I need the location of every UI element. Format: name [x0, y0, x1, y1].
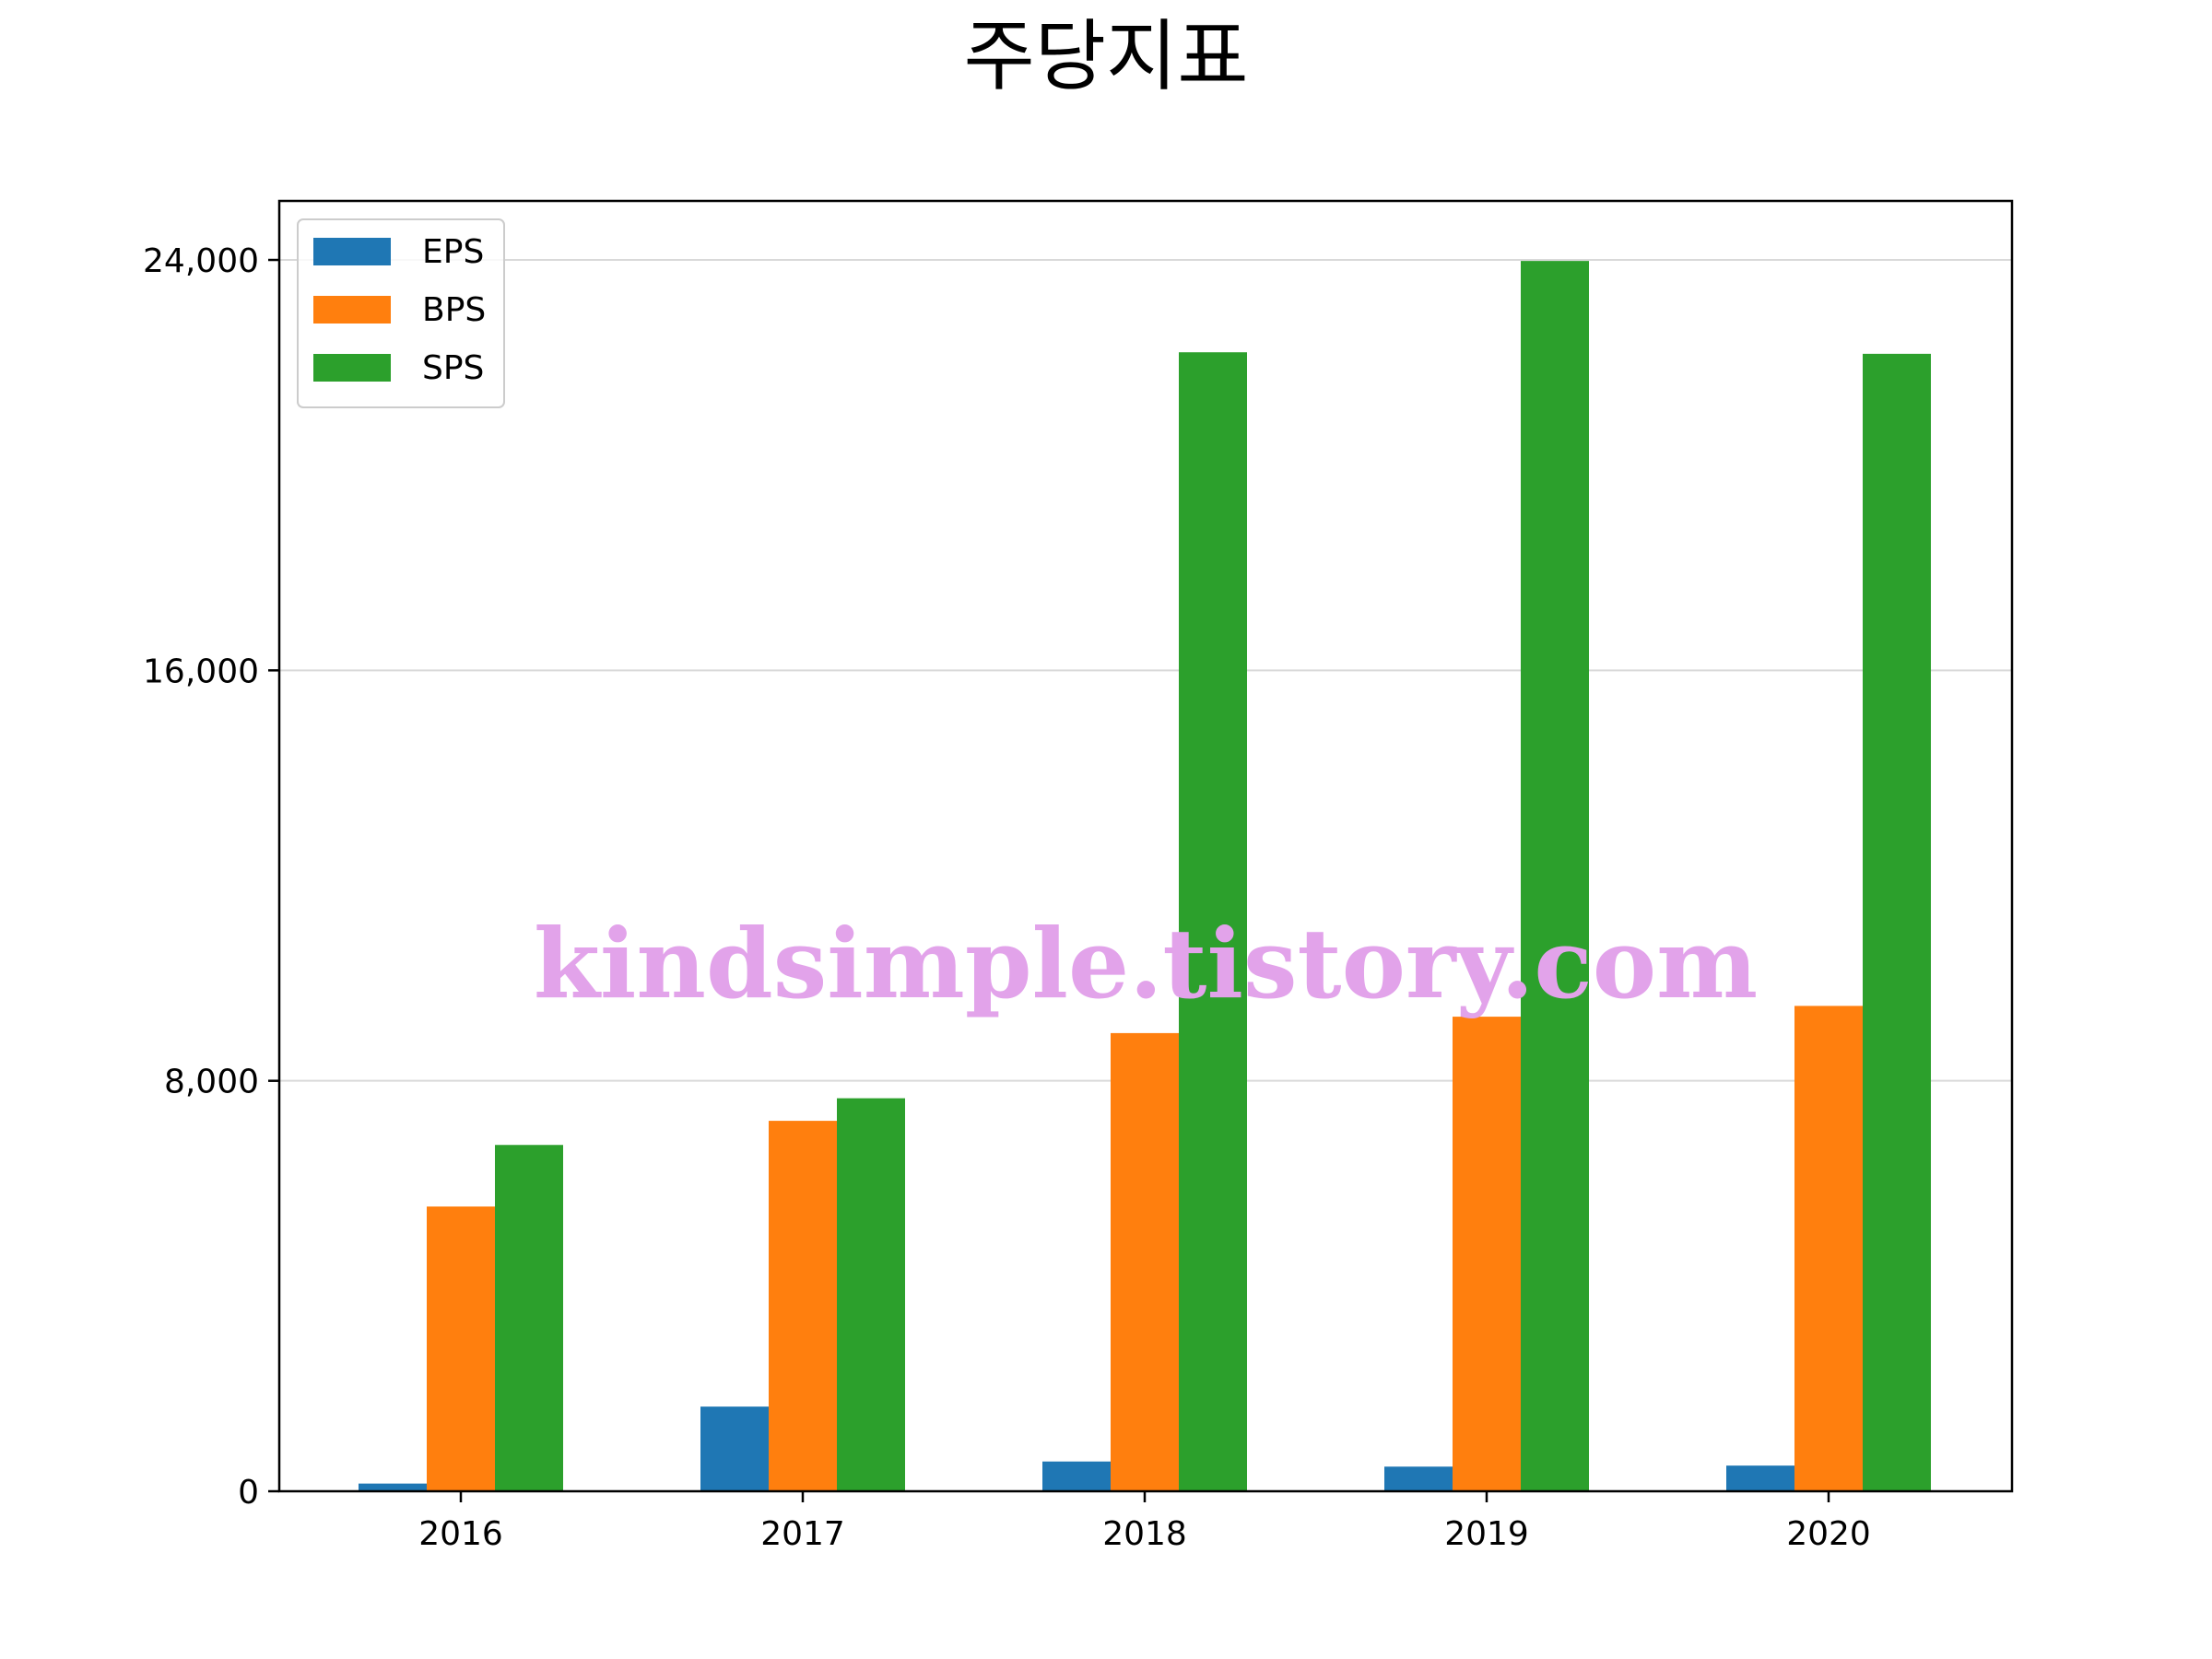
chart-title: 주당지표 [963, 11, 1248, 101]
bar-sps-2017 [837, 1098, 905, 1491]
bar-eps-2017 [700, 1406, 769, 1491]
legend: EPS BPS SPS [297, 218, 505, 408]
y-tick-label: 0 [238, 1474, 259, 1512]
legend-swatch-eps [313, 238, 391, 265]
bar-sps-2016 [495, 1145, 563, 1491]
legend-swatch-bps [313, 296, 391, 324]
bar-bps-2020 [1794, 1006, 1863, 1491]
x-axis: 2016 2017 2018 2019 2020 [418, 1491, 1871, 1553]
bar-eps-2019 [1384, 1466, 1453, 1491]
y-axis: 0 8,000 16,000 24,000 [143, 242, 279, 1512]
bar-bps-2019 [1453, 1017, 1521, 1491]
bar-bps-2018 [1111, 1032, 1179, 1491]
bar-eps-2016 [359, 1483, 427, 1491]
legend-label-sps: SPS [422, 349, 484, 387]
bar-bps-2017 [769, 1121, 837, 1491]
bar-sps-2019 [1521, 261, 1589, 1492]
legend-swatch-sps [313, 354, 391, 382]
legend-label-eps: EPS [422, 233, 484, 271]
bar-bps-2016 [427, 1206, 495, 1491]
bar-sps-2018 [1179, 352, 1247, 1491]
x-tick-label: 2020 [1786, 1515, 1871, 1553]
x-tick-label: 2017 [760, 1515, 845, 1553]
bars [359, 261, 1931, 1492]
x-tick-label: 2018 [1102, 1515, 1187, 1553]
y-tick-label: 16,000 [143, 653, 259, 690]
bar-eps-2020 [1726, 1465, 1794, 1491]
y-tick-label: 8,000 [164, 1064, 259, 1101]
legend-label-bps: BPS [422, 291, 486, 329]
x-tick-label: 2019 [1444, 1515, 1529, 1553]
x-tick-label: 2016 [418, 1515, 503, 1553]
bar-eps-2018 [1042, 1461, 1111, 1491]
watermark-text: kindsimple.tistory.com [534, 907, 1758, 1020]
y-tick-label: 24,000 [143, 242, 259, 280]
bar-sps-2020 [1863, 353, 1931, 1491]
